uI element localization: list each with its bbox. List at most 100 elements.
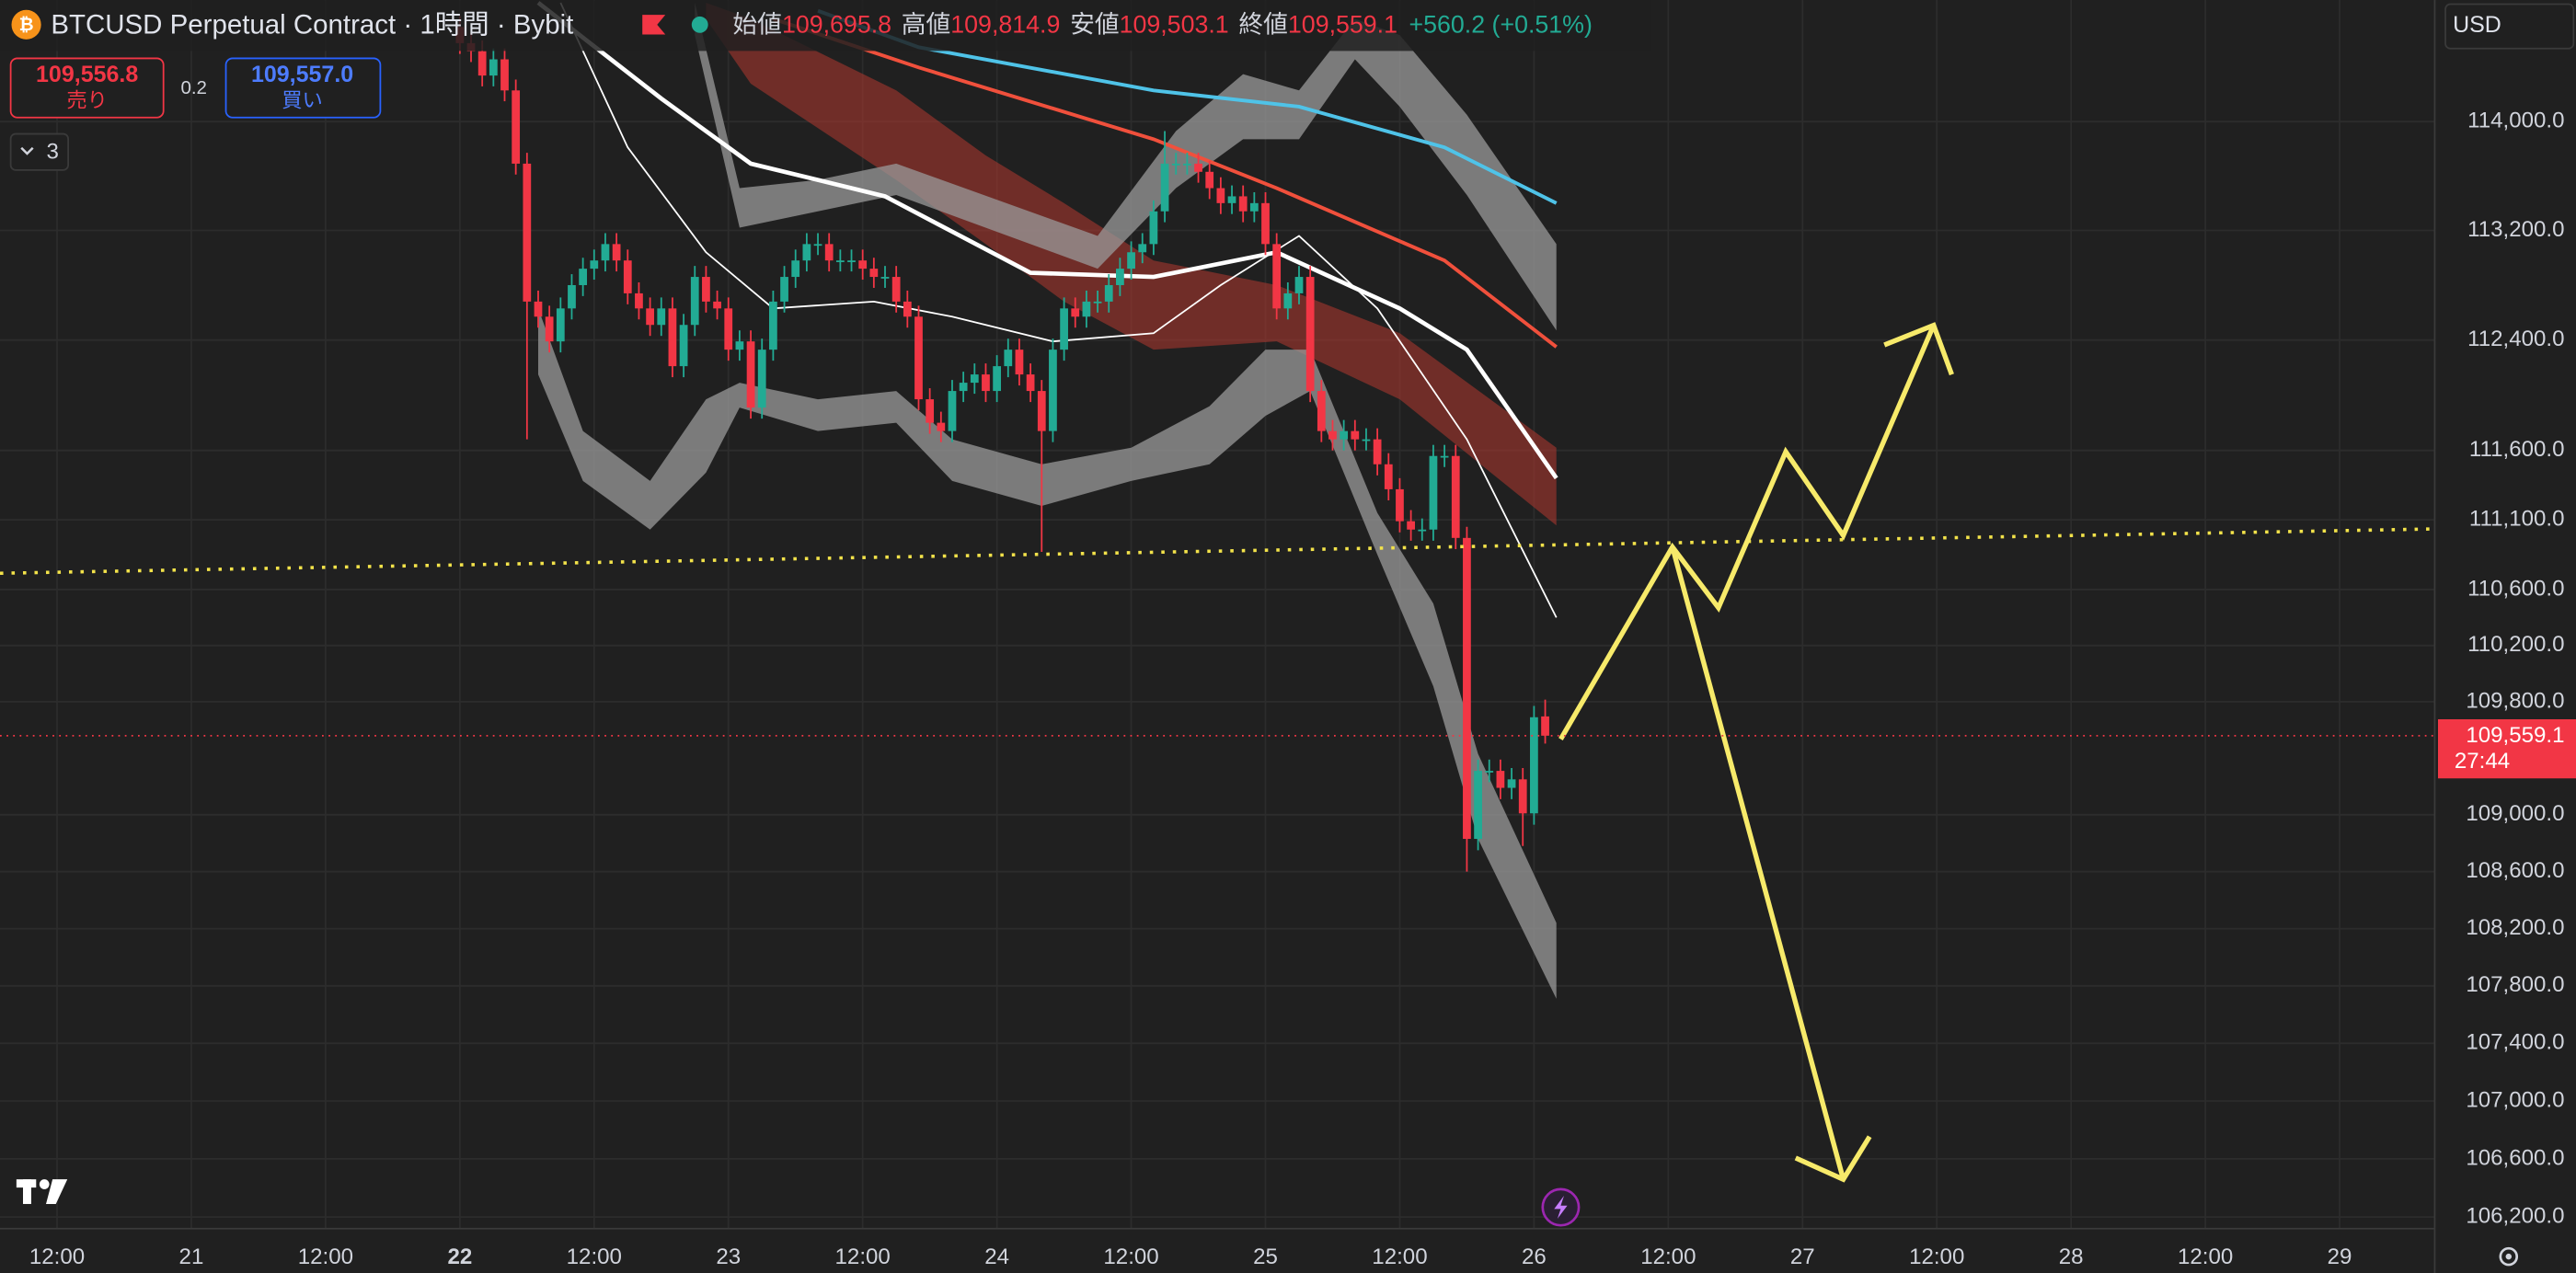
- x-tick-label: 12:00: [1103, 1244, 1158, 1269]
- x-tick-label: 27: [1790, 1244, 1815, 1269]
- y-tick-label: 106,200.0: [2466, 1203, 2564, 1228]
- settings-button[interactable]: [2499, 1246, 2519, 1267]
- y-tick-label: 107,000.0: [2466, 1087, 2564, 1112]
- grid: [0, 0, 2435, 1229]
- x-tick-label: 25: [1253, 1244, 1278, 1269]
- x-tick-label: 12:00: [1372, 1244, 1427, 1269]
- candle-body: [545, 316, 554, 342]
- candle-body: [657, 308, 666, 326]
- spread: 0.2: [180, 77, 207, 98]
- flag-icon[interactable]: [642, 15, 666, 35]
- y-tick-label: 109,000.0: [2466, 801, 2564, 826]
- candle-body: [1496, 771, 1505, 788]
- y-tick-label: 107,400.0: [2466, 1030, 2564, 1055]
- y-tick-label: 114,000.0: [2467, 109, 2564, 133]
- candle-body: [1418, 529, 1427, 532]
- candle-body: [1205, 171, 1214, 189]
- candle-body: [869, 269, 879, 278]
- tv-logo: [16, 1179, 68, 1204]
- btc-icon: [11, 9, 41, 40]
- legend-value: 109,503.1: [1120, 11, 1229, 39]
- btc-glyph: ₿: [19, 15, 34, 35]
- candle-body: [1429, 455, 1438, 530]
- y-tick-label: 110,200.0: [2467, 632, 2564, 657]
- y-tick-label: 109,800.0: [2466, 688, 2564, 713]
- candle-body: [903, 301, 912, 317]
- candle-body: [914, 316, 923, 400]
- candle-body: [1373, 439, 1382, 464]
- symbol-title: BTCUSD Perpetual Contract · 1時間 · Bybit: [51, 9, 573, 40]
- lightning-icon: [1554, 1196, 1568, 1220]
- candle-body: [1340, 430, 1349, 440]
- x-tick-label: 22: [447, 1244, 472, 1269]
- legend-value: 109,814.9: [950, 11, 1060, 39]
- chevron: [20, 146, 34, 155]
- indicators-toggle[interactable]: [9, 132, 69, 171]
- candle-body: [1182, 163, 1191, 166]
- sell-price: 109,556.8: [36, 62, 138, 87]
- candle-body: [579, 269, 588, 285]
- candle-body: [690, 277, 699, 326]
- last-price-label: 109,559.1: [2466, 723, 2564, 748]
- x-tick-label: 12:00: [29, 1244, 85, 1269]
- legend-label: 安値: [1070, 11, 1120, 39]
- candle-body: [1283, 292, 1293, 309]
- y-tick-label: 106,600.0: [2466, 1145, 2564, 1170]
- y-tick-label: 111,100.0: [2469, 507, 2565, 532]
- candle-body: [1440, 455, 1449, 458]
- candle-body: [523, 163, 532, 302]
- buy-price: 109,557.0: [251, 62, 353, 87]
- candle-body: [1216, 188, 1225, 203]
- candle-body: [791, 260, 800, 278]
- y-tick-label: 113,200.0: [2467, 217, 2564, 242]
- sell-button[interactable]: [9, 57, 165, 119]
- candle-body: [1305, 277, 1315, 392]
- candle-body: [1294, 277, 1304, 293]
- currency: USD: [2453, 12, 2501, 38]
- candle-body: [746, 341, 755, 408]
- candle-body: [623, 260, 632, 293]
- candle-body: [1149, 211, 1158, 245]
- legend-change: +560.2 (+0.51%): [1409, 11, 1593, 39]
- candle-body: [1093, 301, 1102, 304]
- x-tick-label: 12:00: [567, 1244, 622, 1269]
- candle-body: [1037, 391, 1046, 431]
- currency-button[interactable]: [2444, 3, 2575, 50]
- candle-body: [1351, 430, 1360, 440]
- arrow-head: [1794, 1135, 1872, 1183]
- candle-body: [1474, 771, 1482, 840]
- candle-body: [824, 244, 834, 261]
- candle-body: [1396, 488, 1404, 522]
- candle-body: [1463, 537, 1471, 840]
- candle-body: [1127, 252, 1135, 270]
- legend-label: 終値: [1238, 11, 1288, 39]
- candle-body: [1238, 196, 1248, 212]
- candle-body: [668, 308, 677, 367]
- indicators-count: 3: [46, 139, 58, 164]
- candle-body: [679, 325, 688, 367]
- x-tick-label: 12:00: [835, 1244, 891, 1269]
- candle-body: [847, 260, 856, 262]
- candle-body: [713, 301, 721, 309]
- candle-body: [612, 244, 621, 261]
- candle-body: [735, 341, 744, 350]
- candle-body: [1160, 163, 1169, 212]
- buy-button[interactable]: [224, 57, 382, 119]
- indicator-line: [536, 1, 1558, 480]
- candle-body: [948, 391, 957, 431]
- candle-body: [534, 301, 543, 317]
- candle-body: [937, 422, 946, 431]
- arrow-head: [1883, 322, 1954, 376]
- status-dot: [691, 16, 708, 33]
- y-tick-label: 111,600.0: [2469, 437, 2565, 462]
- x-tick-label: 29: [2328, 1244, 2352, 1269]
- candle-body: [1451, 455, 1460, 538]
- candle-body: [1071, 308, 1080, 317]
- legend-value: 109,559.1: [1288, 11, 1397, 39]
- candle-body: [1362, 439, 1371, 442]
- candle-body: [1407, 521, 1415, 530]
- candle-body: [1171, 163, 1180, 166]
- axes: 114,000.0 113,200.0 112,400.0 111,600.0 111,…: [29, 109, 2565, 1270]
- candle-body: [601, 244, 610, 261]
